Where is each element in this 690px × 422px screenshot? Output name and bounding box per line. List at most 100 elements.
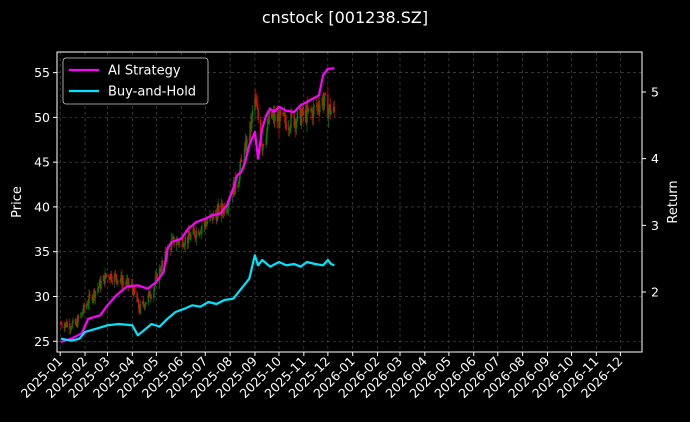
candle-body [182,246,185,248]
candle-body [93,290,95,298]
candle-body [69,328,72,330]
candle-body [306,105,308,123]
candle-body [154,283,156,288]
candle-body [83,304,85,309]
candle-body [276,113,279,122]
candle-body [88,294,90,304]
candle-body [74,319,77,325]
candle-body [65,322,67,325]
candle-body [250,121,252,129]
candle-body [321,97,323,106]
candle-body [210,213,213,215]
candle-body [117,280,119,284]
candle-body [138,299,140,309]
candle-body [198,233,201,236]
candle-body [72,319,74,323]
candle-body [287,128,290,130]
candle-body [296,110,299,121]
candle-body [288,128,291,131]
candle-body [311,110,314,119]
legend-label: Buy-and-Hold [108,85,196,100]
candle-body [294,120,296,127]
candle-body [323,93,326,102]
candle-body [154,276,157,284]
candle-body [119,280,122,282]
candle-body [77,316,80,318]
candle-body [176,239,178,244]
candle-body [289,127,291,131]
candle-body [71,322,73,328]
candle-body [332,107,335,111]
candle-body [273,112,275,122]
candle-body [293,114,295,127]
candle-body [251,110,254,115]
candle-body [89,294,91,296]
candle-body [313,105,315,107]
candle-body [212,212,214,221]
candle-body [274,113,276,122]
legend-label: AI Strategy [108,64,181,79]
candle-body [108,275,110,279]
candle-body [184,236,186,246]
candle-body [319,105,321,113]
candle-body [243,148,246,163]
candle-body [172,236,174,238]
candle-body [203,221,206,227]
candle-body [255,99,258,106]
candle-body [279,110,282,115]
candle-body [265,138,267,145]
candle-body [170,239,173,250]
y-tick-label-right: 2 [651,285,659,300]
candle-body [61,323,63,327]
candle-body [182,237,184,247]
candle-body [198,230,200,236]
candle-body [204,221,206,224]
y-tick-label-left: 50 [34,110,50,125]
candle-body [77,316,79,327]
candle-body [193,227,195,231]
candle-body [186,236,189,244]
candle-body [195,230,198,239]
candle-body [283,114,286,116]
candle-body [103,275,105,284]
candle-body [271,115,274,119]
candle-body [63,326,65,329]
candle-body [257,108,259,120]
candle-body [171,237,174,240]
candle-body [60,323,62,325]
candle-body [76,320,78,327]
candle-body [87,303,89,306]
legend: AI Strategy Buy-and-Hold [62,57,209,105]
candle-body [322,97,324,107]
candle-body [194,230,196,237]
candle-body [183,245,186,247]
candle-body [205,223,207,227]
candle-body [97,288,99,292]
candle-body [161,261,163,272]
y-tick-label-right: 4 [651,151,659,166]
candle-body [156,273,158,283]
candle-body [330,110,332,115]
candle-body [170,248,172,250]
candle-body [105,273,107,277]
y-tick-label-left: 45 [34,155,50,170]
legend-box [62,57,209,105]
candle-body [126,280,128,285]
candle-body [82,304,85,313]
candle-body [111,280,113,283]
candle-body [64,324,66,329]
candle-body [75,320,77,325]
candle-body [227,202,230,209]
candle-body [315,105,318,107]
candle-body [160,271,162,273]
candle-body [80,312,82,318]
candle-body [215,214,218,222]
candle-body [261,144,263,151]
candle-body [133,286,135,296]
strategy-lines [60,66,335,344]
candle-body [300,114,303,126]
candle-body [328,104,331,110]
candle-body [100,281,102,289]
candle-body [317,104,319,110]
price-candles [60,86,335,335]
